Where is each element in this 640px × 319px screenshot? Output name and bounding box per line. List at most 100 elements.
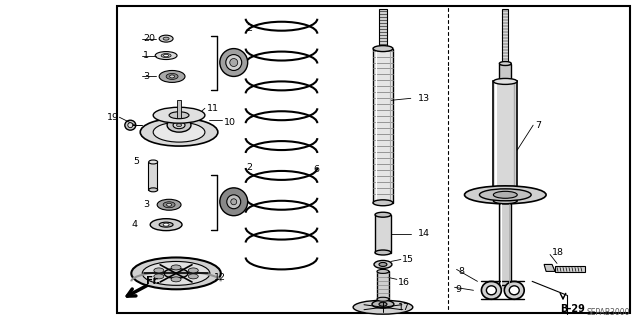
Ellipse shape <box>375 212 391 217</box>
Text: 19: 19 <box>108 113 120 122</box>
Text: SEPAB3000: SEPAB3000 <box>587 308 630 317</box>
Text: 5: 5 <box>133 158 140 167</box>
Ellipse shape <box>465 186 546 204</box>
Ellipse shape <box>163 223 169 226</box>
Ellipse shape <box>125 120 136 130</box>
Ellipse shape <box>486 286 497 295</box>
Ellipse shape <box>188 268 198 273</box>
Ellipse shape <box>150 219 182 231</box>
Ellipse shape <box>128 123 132 128</box>
Ellipse shape <box>166 73 178 79</box>
Text: 18: 18 <box>552 248 564 257</box>
Bar <box>555 266 585 272</box>
Text: 11: 11 <box>207 104 219 113</box>
Text: 6: 6 <box>314 166 319 174</box>
Bar <box>493 81 517 201</box>
Text: B-29: B-29 <box>560 304 585 314</box>
Ellipse shape <box>231 199 237 205</box>
Polygon shape <box>544 264 555 271</box>
Ellipse shape <box>379 302 387 306</box>
Ellipse shape <box>140 118 218 146</box>
Ellipse shape <box>159 222 173 227</box>
Ellipse shape <box>153 122 205 142</box>
Ellipse shape <box>493 191 517 198</box>
Text: 2: 2 <box>246 163 253 173</box>
Ellipse shape <box>377 270 389 273</box>
Text: 1: 1 <box>143 51 149 60</box>
Text: 8: 8 <box>458 267 465 276</box>
Ellipse shape <box>163 202 175 208</box>
Ellipse shape <box>171 277 181 282</box>
Text: 15: 15 <box>402 255 414 264</box>
Ellipse shape <box>353 300 413 314</box>
Ellipse shape <box>499 79 511 83</box>
Ellipse shape <box>153 107 205 123</box>
Ellipse shape <box>220 188 248 216</box>
Ellipse shape <box>372 300 394 308</box>
Ellipse shape <box>479 189 531 201</box>
Ellipse shape <box>171 265 181 270</box>
Ellipse shape <box>188 274 198 279</box>
Bar <box>373 48 393 203</box>
Text: 7: 7 <box>535 121 541 130</box>
Ellipse shape <box>167 118 191 132</box>
Ellipse shape <box>159 70 185 82</box>
Bar <box>177 100 181 118</box>
Ellipse shape <box>164 54 168 57</box>
Text: 2: 2 <box>246 24 253 33</box>
Ellipse shape <box>230 59 237 66</box>
Ellipse shape <box>481 281 501 299</box>
Bar <box>148 162 157 190</box>
Ellipse shape <box>157 199 181 210</box>
Text: 3: 3 <box>143 200 149 209</box>
Ellipse shape <box>170 75 175 78</box>
Ellipse shape <box>373 200 393 206</box>
Ellipse shape <box>155 52 177 60</box>
Text: 17: 17 <box>398 303 410 312</box>
Ellipse shape <box>220 48 248 77</box>
Ellipse shape <box>148 160 157 164</box>
Ellipse shape <box>169 112 189 119</box>
Ellipse shape <box>493 78 517 85</box>
Bar <box>499 63 511 81</box>
Text: 9: 9 <box>456 285 461 294</box>
Ellipse shape <box>173 122 185 129</box>
Ellipse shape <box>131 257 221 289</box>
Ellipse shape <box>493 198 517 204</box>
Ellipse shape <box>159 35 173 42</box>
Bar <box>499 201 511 285</box>
Ellipse shape <box>164 268 188 278</box>
Ellipse shape <box>177 124 182 127</box>
Ellipse shape <box>379 263 387 266</box>
Ellipse shape <box>504 281 524 299</box>
Text: 16: 16 <box>398 278 410 287</box>
Text: 12: 12 <box>214 273 226 282</box>
Text: 10: 10 <box>224 118 236 127</box>
Bar <box>379 9 387 48</box>
Ellipse shape <box>154 274 164 279</box>
Ellipse shape <box>148 188 157 192</box>
Ellipse shape <box>509 286 519 295</box>
Ellipse shape <box>499 62 511 65</box>
Text: 20: 20 <box>143 34 156 43</box>
Ellipse shape <box>163 37 169 40</box>
Bar <box>117 6 630 313</box>
Ellipse shape <box>166 203 172 206</box>
Ellipse shape <box>226 55 242 70</box>
Ellipse shape <box>377 297 389 301</box>
Bar <box>492 281 515 289</box>
Text: 14: 14 <box>418 229 430 238</box>
Text: 3: 3 <box>143 72 149 81</box>
Ellipse shape <box>375 250 391 255</box>
Ellipse shape <box>374 260 392 268</box>
Ellipse shape <box>373 46 393 52</box>
Text: 4: 4 <box>131 220 138 229</box>
Text: Fr.: Fr. <box>146 276 161 286</box>
Bar <box>375 215 391 253</box>
Ellipse shape <box>142 262 210 285</box>
Bar <box>502 9 508 63</box>
Text: 13: 13 <box>418 94 430 103</box>
Bar <box>377 271 389 299</box>
Ellipse shape <box>227 195 241 209</box>
Ellipse shape <box>154 268 164 273</box>
